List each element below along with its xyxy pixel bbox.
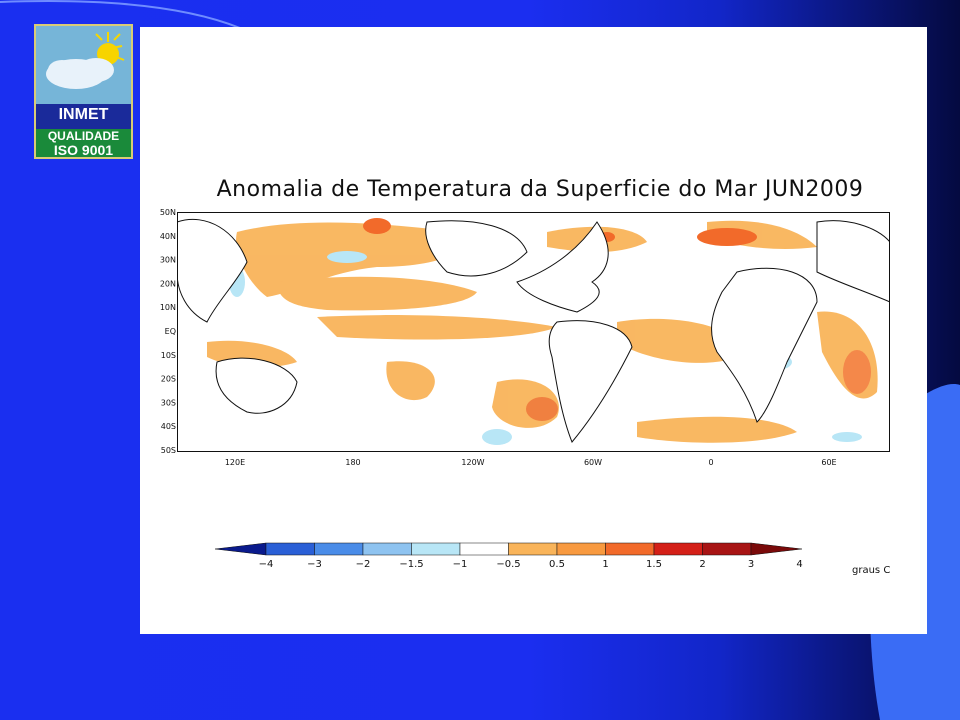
lat-label: 40S [161,422,176,431]
color-bar-high-arrow [750,542,803,556]
lat-label: 30S [161,398,176,407]
lon-label: 0 [708,458,713,467]
lon-labels: 120E 180 120W 60W 0 60E [225,458,837,467]
color-bar-tick-label: 3 [748,559,754,570]
color-bar-segment [605,542,655,556]
color-bar-tick-label: 2 [699,559,705,570]
sun-cloud-icon [46,32,125,89]
lon-label: 60W [584,458,602,467]
color-bar-segment [362,542,412,556]
color-bar-segment [459,542,509,556]
color-bar: −4 −3 −2 −1.5 −1 −0.5 0.5 1 1.5 2 3 4 graus C [215,542,890,576]
color-bar-tick-label: 1 [602,559,608,570]
lat-label: 50N [160,208,176,217]
sst-anomaly-map [177,212,890,452]
map-title: Anomalia de Temperatura da Superficie do… [216,177,864,202]
color-bar-tick-label: 1.5 [646,559,662,570]
lon-label: 180 [345,458,360,467]
logo-sky [36,26,131,104]
color-bar-segment [702,542,752,556]
color-bar-tick-label: −2 [356,559,371,570]
logo-qualidade-text: QUALIDADE [47,129,120,143]
lat-label: 10S [161,351,176,360]
logo-iso-text: ISO 9001 [53,142,114,158]
color-bar-segment [265,542,315,556]
color-bar-tick-label: −4 [259,559,274,570]
lat-label: 10N [160,303,176,312]
lon-label: 120W [461,458,484,467]
color-bar-tick-label: −1.5 [399,559,423,570]
color-bar-segment [556,542,606,556]
color-bar-tick-label: −1 [453,559,468,570]
top-arc-decoration [0,0,241,29]
color-bar-tick-label: 0.5 [549,559,565,570]
lon-label: 60E [821,458,836,467]
lat-label: EQ [165,327,176,336]
lat-label: 20N [160,279,176,288]
color-bar-segment [411,542,461,556]
logo-band-blue [36,104,131,129]
continent-outlines [177,218,890,443]
color-bar-segment [653,542,703,556]
logo-band-green [36,129,131,157]
color-bar-tick-label: −0.5 [496,559,520,570]
logo-brand-text: INMET [58,106,109,123]
color-bar-units: graus C [852,565,890,576]
color-bar-tick-label: 4 [796,559,802,570]
color-bar-segment [508,542,558,556]
lon-label: 120E [225,458,245,467]
lat-label: 30N [160,256,176,265]
inmet-logo: INMET QUALIDADE ISO 9001 [34,24,133,159]
color-bar-segment [314,542,364,556]
color-bar-tick-label: −3 [307,559,322,570]
color-bar-low-arrow [215,542,267,556]
lat-label: 40N [160,232,176,241]
lat-label: 50S [161,446,176,455]
lat-labels: 50N 40N 30N 20N 10N EQ 10S 20S 30S 40S 50S [160,208,176,455]
lat-label: 20S [161,375,176,384]
map-panel: Anomalia de Temperatura da Superficie do… [140,27,927,634]
strong-warm-anomaly-areas [363,218,871,421]
